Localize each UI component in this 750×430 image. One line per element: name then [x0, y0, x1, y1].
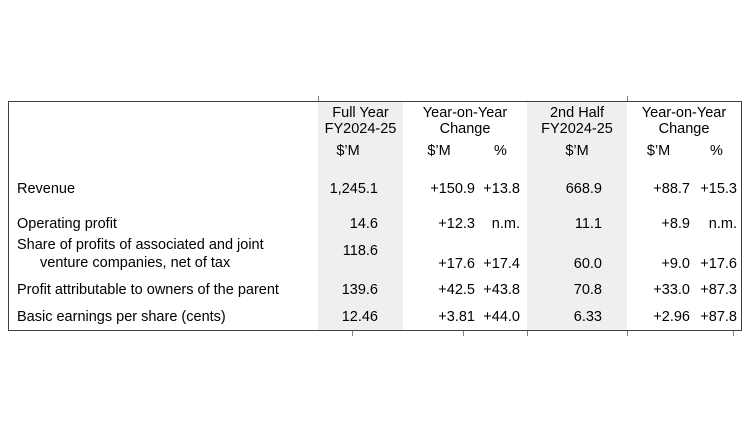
col-group-yoy-change-2-line1: Year-on-Year: [641, 105, 727, 121]
full-year-column-shading: [318, 102, 403, 330]
value-opprofit-yoy2-pct: n.m.: [708, 216, 737, 232]
col-group-full-year-line2: FY2024-25: [324, 121, 397, 137]
col-group-yoy-change-2: Year-on-Year Change: [627, 102, 741, 137]
column-boundary-tick: [352, 331, 353, 336]
col-group-yoy-change-1-line1: Year-on-Year: [422, 105, 508, 121]
value-revenue-yoy2-dollar: +88.7: [653, 181, 690, 197]
subheader-yoy1-dollar-m: $’M: [427, 143, 451, 159]
value-shareprofits-2ndhalf: 60.0: [573, 256, 602, 272]
col-group-full-year: Full Year FY2024-25: [318, 102, 403, 137]
value-revenue-2ndhalf: 668.9: [565, 181, 602, 197]
column-boundary-tick: [627, 331, 628, 336]
column-boundary-tick: [527, 331, 528, 336]
value-opprofit-yoy2-dollar: +8.9: [661, 216, 690, 232]
value-shareprofits-yoy1-pct: +17.4: [483, 256, 520, 272]
value-shareprofits-yoy2-pct: +17.6: [700, 256, 737, 272]
value-eps-2ndhalf: 6.33: [573, 309, 602, 325]
value-profitattr-yoy2-pct: +87.3: [700, 282, 737, 298]
value-profitattr-yoy1-dollar: +42.5: [438, 282, 475, 298]
col-group-yoy-change-1-line2: Change: [439, 121, 491, 137]
row-label-revenue: Revenue: [17, 181, 76, 197]
row-label-share-of-profits: Share of profits of associated and joint…: [9, 237, 318, 280]
row-label-share-of-profits-line2: venture companies, net of tax: [40, 255, 231, 271]
value-revenue-yoy2-pct: +15.3: [700, 181, 737, 197]
col-group-2nd-half-line1: 2nd Half: [549, 105, 604, 121]
value-profitattr-fullyear: 139.6: [341, 282, 378, 298]
table-grid: Full Year FY2024-25 Year-on-Year Change …: [9, 102, 741, 330]
value-opprofit-yoy1-dollar: +12.3: [438, 216, 475, 232]
col-group-full-year-line1: Full Year: [332, 105, 389, 121]
row-label-profit-attributable: Profit attributable to owners of the par…: [17, 282, 279, 298]
col-group-2nd-half: 2nd Half FY2024-25: [527, 102, 627, 137]
column-boundary-tick: [318, 96, 319, 101]
value-shareprofits-yoy2-dollar: +9.0: [661, 256, 690, 272]
subheader-fullyear-dollar-m: $’M: [336, 143, 360, 159]
column-boundary-tick: [733, 331, 734, 336]
value-opprofit-fullyear: 14.6: [349, 216, 378, 232]
col-group-yoy-change-1: Year-on-Year Change: [403, 102, 527, 137]
subheader-2ndhalf-dollar-m: $’M: [565, 143, 589, 159]
column-boundary-tick: [627, 96, 628, 101]
value-shareprofits-yoy1-dollar: +17.6: [438, 256, 475, 272]
column-boundary-tick: [463, 331, 464, 336]
value-revenue-fullyear: 1,245.1: [329, 181, 378, 197]
col-group-2nd-half-line2: FY2024-25: [541, 121, 613, 137]
corner-blank-cell: [9, 102, 318, 137]
value-profitattr-yoy1-pct: +43.8: [483, 282, 520, 298]
row-label-basic-eps: Basic earnings per share (cents): [17, 309, 226, 325]
row-label-operating-profit: Operating profit: [17, 216, 117, 232]
row-label-share-of-profits-line1: Share of profits of associated and joint: [17, 237, 264, 253]
value-opprofit-2ndhalf: 11.1: [574, 216, 602, 232]
subheader-yoy2-dollar-m: $’M: [646, 143, 671, 159]
value-revenue-yoy1-dollar: +150.9: [430, 181, 475, 197]
col-group-yoy-change-2-line2: Change: [658, 121, 710, 137]
value-eps-yoy1-pct: +44.0: [483, 309, 520, 325]
value-eps-yoy2-dollar: +2.96: [653, 309, 690, 325]
subheader-blank-cell: [9, 137, 318, 166]
value-opprofit-yoy1-pct: n.m.: [491, 216, 520, 232]
value-shareprofits-fullyear: 118.6: [342, 243, 378, 259]
subheader-yoy1-percent: %: [494, 143, 507, 159]
value-eps-yoy2-pct: +87.8: [700, 309, 737, 325]
value-eps-yoy1-dollar: +3.81: [438, 309, 475, 325]
value-revenue-yoy1-pct: +13.8: [483, 181, 520, 197]
second-half-column-shading: [527, 102, 627, 330]
value-eps-fullyear: 12.46: [341, 309, 378, 325]
value-profitattr-2ndhalf: 70.8: [573, 282, 602, 298]
financial-highlights-table: Full Year FY2024-25 Year-on-Year Change …: [8, 96, 742, 336]
subheader-yoy2-percent: %: [710, 143, 723, 159]
value-profitattr-yoy2-dollar: +33.0: [653, 282, 690, 298]
